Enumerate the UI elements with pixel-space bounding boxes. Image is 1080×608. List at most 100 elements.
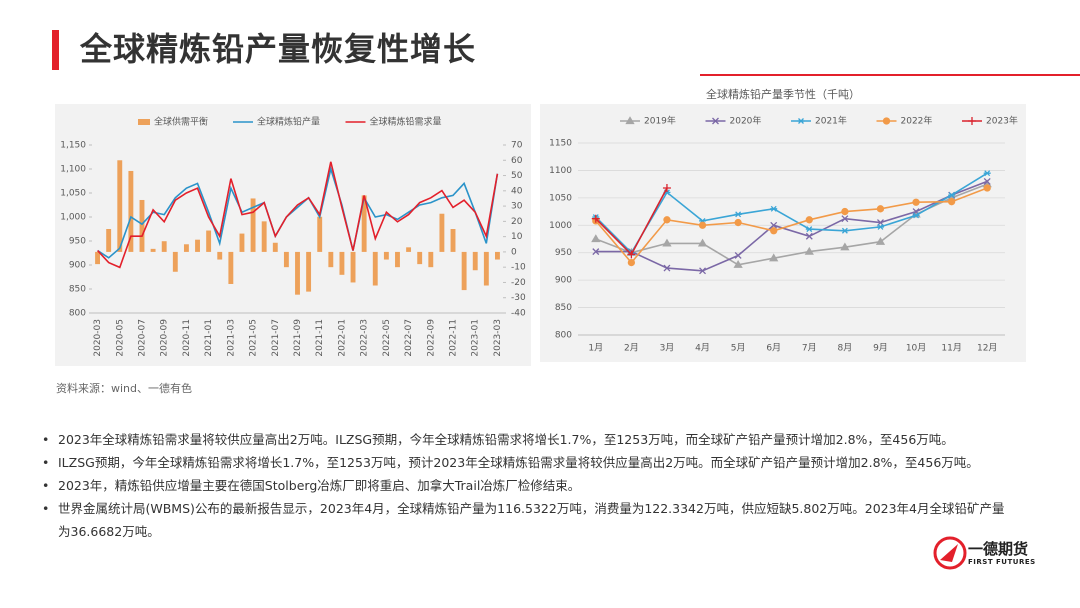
x-tick-label: 2022-05	[382, 319, 392, 357]
bar	[317, 216, 323, 252]
y2-tick-label: 70	[511, 141, 523, 151]
legend-label: 2020年	[730, 115, 762, 127]
x-tick-label: 9月	[873, 343, 888, 354]
bar	[417, 251, 423, 265]
bar	[495, 251, 500, 260]
marker	[699, 267, 707, 275]
marker	[983, 184, 991, 192]
marker	[770, 221, 778, 229]
x-tick-label: 10月	[906, 343, 926, 354]
x-tick-label: 2020-11	[182, 319, 192, 357]
x-tick-label: 2022-07	[404, 319, 414, 357]
y2-tick-label: -40	[511, 309, 526, 319]
marker	[804, 246, 814, 255]
legend-swatch	[138, 119, 150, 125]
legend-label: 全球精炼铅需求量	[370, 116, 442, 128]
x-tick-label: 11月	[941, 343, 961, 354]
bar	[217, 251, 223, 260]
marker	[841, 207, 849, 216]
x-tick-label: 3月	[660, 343, 675, 354]
bar	[372, 251, 378, 286]
y-tick-label: 1,000	[60, 213, 86, 223]
y2-tick-label: -30	[511, 293, 526, 303]
x-tick-label: 2020-09	[160, 319, 170, 357]
y-tick-label: 1100	[549, 166, 572, 176]
x-tick-label: 2022-11	[449, 319, 459, 357]
marker	[712, 117, 719, 125]
y2-tick-label: 50	[511, 171, 523, 181]
marker	[733, 259, 743, 268]
bullet-list: 2023年全球精炼铅需求量将较供应量高出2万吨。ILZSG预期，今年全球精炼铅需…	[40, 428, 1010, 543]
y2-tick-label: 0	[511, 247, 517, 257]
bar	[106, 229, 112, 252]
y-tick-label: 850	[555, 303, 572, 313]
y-tick-label: 1150	[549, 139, 572, 149]
y2-tick-label: 40	[511, 186, 523, 196]
marker	[797, 118, 805, 124]
y-tick-label: 800	[69, 309, 86, 319]
legend-label: 2022年	[901, 115, 933, 127]
marker	[912, 198, 920, 206]
marker	[698, 221, 707, 229]
legend-label: 全球精炼铅产量	[257, 116, 320, 128]
bar	[439, 213, 445, 252]
bullet: 2023年，精炼铅供应增量主要在德国Stolberg冶炼厂即将重启、加拿大Tra…	[40, 474, 1010, 497]
marker	[875, 236, 886, 245]
marker	[948, 192, 956, 199]
slide-title: 全球精炼铅产量恢复性增长	[80, 30, 477, 68]
marker	[663, 264, 671, 272]
line-series	[595, 172, 988, 254]
line-series	[97, 165, 499, 259]
marker	[841, 227, 849, 234]
marker	[876, 205, 885, 213]
y-tick-label: 1000	[549, 221, 572, 231]
marker	[734, 218, 742, 227]
bar	[195, 239, 200, 252]
line-series	[595, 187, 988, 264]
marker	[625, 116, 635, 125]
line-series	[595, 180, 988, 272]
x-tick-label: 7月	[802, 343, 817, 354]
line-series	[97, 161, 499, 269]
marker	[591, 234, 601, 243]
x-tick-label: 12月	[977, 343, 997, 354]
bar	[139, 199, 145, 252]
marker	[662, 238, 672, 247]
x-tick-label: 2023-01	[471, 319, 481, 357]
logo-icon	[940, 544, 958, 562]
x-tick-label: 5月	[731, 343, 746, 354]
x-tick-label: 1月	[588, 343, 603, 354]
y-tick-label: 800	[555, 331, 572, 341]
x-tick-label: 6月	[766, 343, 781, 354]
bar	[228, 251, 234, 284]
y2-tick-label: 10	[511, 232, 523, 242]
bar	[328, 251, 334, 268]
legend-label: 全球供需平衡	[154, 116, 208, 128]
marker	[840, 242, 850, 251]
bar	[95, 251, 100, 265]
chart-panel	[540, 104, 1026, 362]
logo-subtitle: FIRST FUTURES	[968, 558, 1036, 566]
bar	[428, 251, 434, 268]
x-tick-label: 2021-03	[226, 319, 236, 357]
x-tick-label: 2022-01	[337, 319, 347, 357]
y2-tick-label: 30	[511, 202, 523, 212]
y-tick-label: 950	[69, 237, 86, 247]
legend-label: 2023年	[986, 115, 1018, 127]
marker	[805, 226, 813, 233]
y-tick-label: 850	[69, 285, 86, 295]
marker	[912, 212, 920, 219]
x-tick-label: 4月	[695, 343, 710, 354]
bar	[128, 170, 134, 252]
x-tick-label: 2022-09	[426, 319, 436, 357]
y-tick-label: 1,050	[60, 189, 86, 199]
bar	[350, 251, 356, 283]
bar	[306, 251, 312, 292]
marker	[805, 232, 813, 240]
x-tick-label: 2021-07	[271, 319, 281, 357]
bar	[450, 229, 456, 252]
x-tick-label: 2020-03	[93, 319, 103, 357]
bullet: 世界金属统计局(WBMS)公布的最新报告显示，2023年4月，全球精炼铅产量为1…	[40, 497, 1010, 543]
bar	[383, 251, 389, 260]
